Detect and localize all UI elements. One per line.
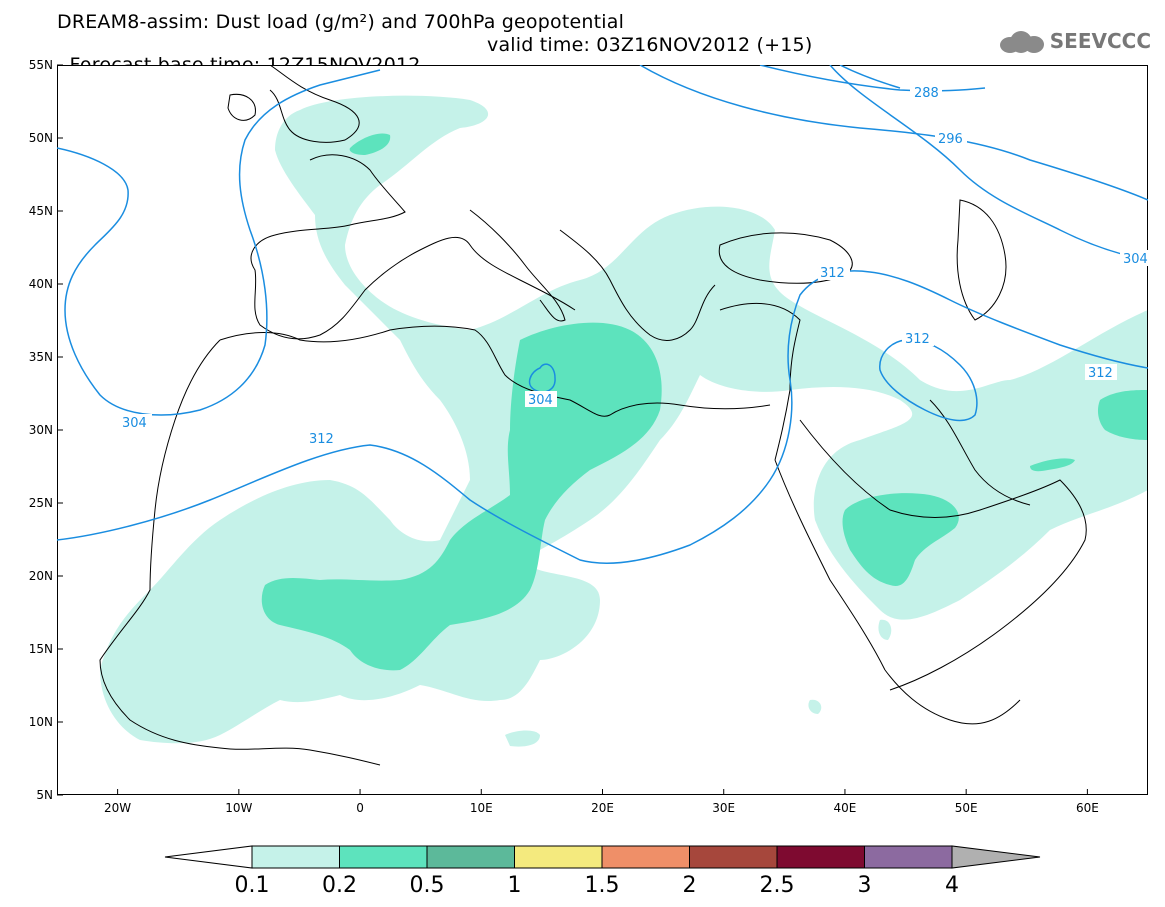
lat-tick-label: 20N (29, 569, 53, 583)
contour-label: 312 (905, 332, 930, 347)
map-title: DREAM8-assim: Dust load (g/m²) and 700hP… (57, 11, 625, 33)
contour-labels: 288 296 304 304 304 312 312 312 312 (120, 84, 1148, 447)
lon-tick-label: 20E (591, 801, 614, 815)
coastlines (99, 65, 1087, 766)
seevccc-logo: SEEVCCC (998, 26, 1151, 56)
contour-label: 312 (309, 432, 334, 447)
contour-label: 304 (528, 393, 553, 408)
colorbar-segment (339, 845, 428, 869)
colorbar-segment (601, 845, 690, 869)
colorbar-label: 2 (683, 873, 697, 898)
colorbar-low-arrow (164, 845, 253, 869)
lat-tick-label: 25N (29, 496, 53, 510)
lon-tick-label: 10E (470, 801, 493, 815)
lat-tick-label: 55N (29, 58, 53, 72)
colorbar-label: 3 (858, 873, 872, 898)
geopotential-contours (57, 65, 1148, 564)
colorbar-label: 4 (945, 873, 959, 898)
colorbar-label: 0.5 (410, 873, 445, 898)
dust-shading-mid (261, 133, 1148, 671)
contour-label: 304 (122, 416, 147, 431)
contour-label: 312 (1088, 366, 1113, 381)
lat-tick-label: 45N (29, 204, 53, 218)
latitude-axis: 55N 50N 45N 40N 35N 30N 25N 20N 15N 10N 5N (29, 58, 63, 802)
colorbar-segment (514, 845, 603, 869)
colorbar-segment (251, 845, 340, 869)
colorbar-high-arrow (951, 845, 1041, 869)
lat-tick-label: 50N (29, 131, 53, 145)
map-area: 288 296 304 304 304 312 312 312 312 (57, 65, 1148, 795)
colorbar-label: 1.5 (585, 873, 620, 898)
lon-tick-label: 10W (225, 801, 252, 815)
colorbar-segment (864, 845, 953, 869)
lat-tick-label: 15N (29, 642, 53, 656)
lon-tick-label: 20W (104, 801, 131, 815)
contour-label: 288 (914, 86, 939, 101)
lat-tick-label: 40N (29, 277, 53, 291)
lon-tick-label: 0 (356, 801, 364, 815)
lon-tick-label: 30E (712, 801, 735, 815)
colorbar-segment (776, 845, 865, 869)
lat-tick-label: 5N (36, 788, 53, 802)
colorbar-segment (426, 845, 515, 869)
lat-tick-label: 10N (29, 715, 53, 729)
logo-text: SEEVCCC (1049, 29, 1151, 53)
colorbar-segment (689, 845, 778, 869)
contour-label: 312 (820, 266, 845, 281)
colorbar: 0.1 0.2 0.5 1 1.5 2 2.5 3 4 (164, 845, 1041, 898)
lon-tick-label: 40E (834, 801, 857, 815)
longitude-axis: 20W 10W 0 10E 20E 30E 40E 50E 60E (104, 789, 1099, 815)
colorbar-label: 0.2 (322, 873, 357, 898)
contour-label: 304 (1123, 252, 1148, 267)
lon-tick-label: 50E (955, 801, 978, 815)
cloud-icon (998, 29, 1046, 53)
lon-tick-label: 60E (1076, 801, 1099, 815)
colorbar-label: 0.1 (235, 873, 270, 898)
colorbar-label: 2.5 (760, 873, 795, 898)
lat-tick-label: 30N (29, 423, 53, 437)
contour-label: 296 (938, 132, 963, 147)
lat-tick-label: 35N (29, 350, 53, 364)
valid-time: valid time: 03Z16NOV2012 (+15) (487, 34, 813, 56)
colorbar-label: 1 (508, 873, 522, 898)
